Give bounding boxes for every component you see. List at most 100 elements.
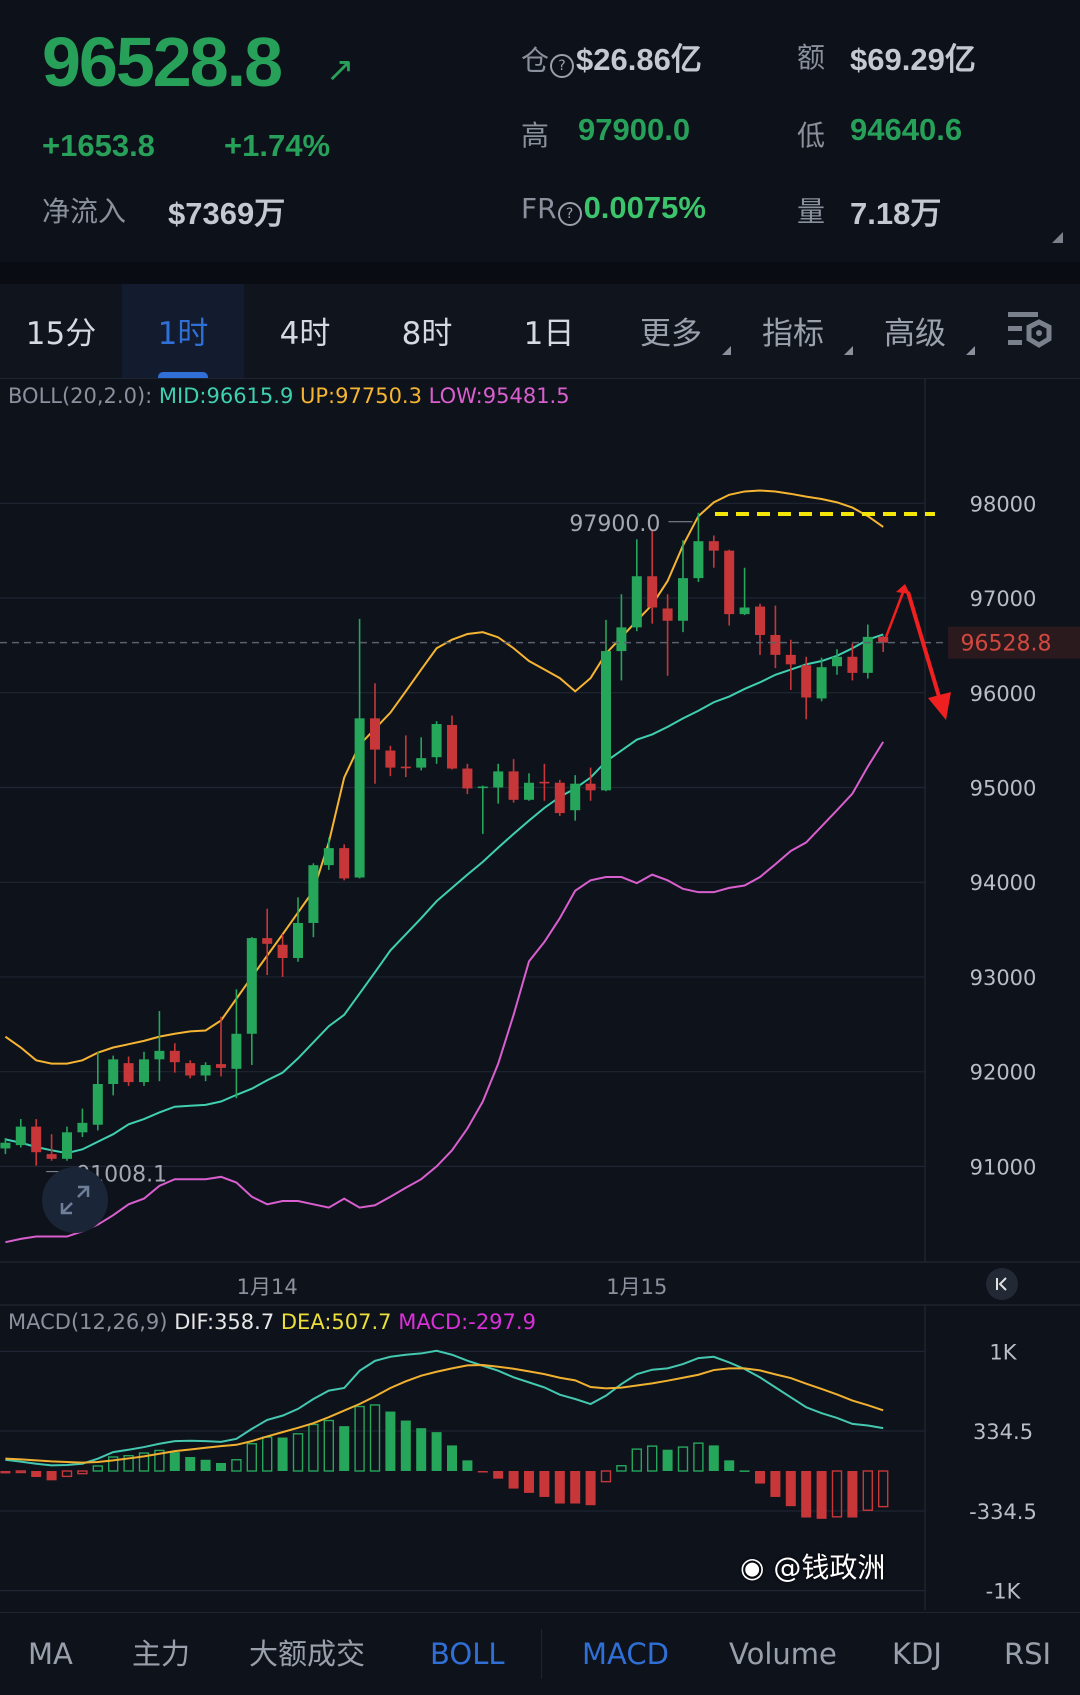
divider (0, 262, 1080, 284)
candle-down (370, 718, 380, 750)
macd-bar (508, 1471, 519, 1489)
indicator-tab-rsi[interactable]: RSI (1004, 1637, 1052, 1671)
chart-settings-icon[interactable] (1006, 308, 1054, 354)
help-icon[interactable]: ? (550, 53, 575, 78)
candle-down (847, 656, 858, 673)
candle-down (339, 848, 350, 879)
macd-bar-hollow (308, 1423, 319, 1472)
candle-up (354, 718, 365, 878)
dif-line (5, 1349, 884, 1467)
macd-bar (216, 1462, 226, 1471)
open-interest-label: 仓 (521, 44, 550, 77)
macd-bar-hollow (123, 1454, 134, 1472)
tab-label: 4时 (279, 316, 331, 352)
help-icon[interactable]: ? (557, 201, 582, 226)
macd-bar (770, 1471, 781, 1497)
arrow-head-icon (896, 584, 910, 594)
tab-label: 指标 (762, 316, 824, 352)
candle-up (15, 1126, 26, 1146)
tab-4h[interactable]: 4时 (244, 284, 366, 378)
macd-bar (554, 1471, 565, 1504)
boll-legend-low: LOW:95481.5 (428, 384, 570, 408)
macd-bar (493, 1471, 504, 1479)
tab-advanced[interactable]: 高级 (854, 284, 976, 378)
candle-up (601, 651, 611, 791)
candle-down (123, 1063, 134, 1083)
candle-up (693, 541, 704, 579)
price-change: +1653.8 (42, 128, 155, 163)
tab-15m[interactable]: 15分 (0, 284, 122, 378)
candle-up (293, 922, 303, 959)
macd-bar (339, 1426, 350, 1471)
candle-up (0, 1142, 11, 1149)
ticker-header: 96528.8 ↗ +1653.8 +1.74% 净流入 $7369万 仓? $2… (0, 0, 1080, 262)
candle-down (785, 654, 796, 665)
watermark: ◉ @钱政洲 (740, 1546, 885, 1586)
macd-bar (0, 1471, 11, 1474)
candle-up (154, 1050, 165, 1060)
candle-down (385, 750, 396, 768)
candle-down (585, 783, 596, 791)
macd-bar (447, 1445, 457, 1471)
candle-down (755, 606, 765, 635)
turnover-value: $69.29亿 (850, 42, 976, 77)
y-tick-label: 92000 (970, 1061, 1037, 1085)
candle-down (662, 608, 673, 621)
indicator-tab-large-trades[interactable]: 大额成交 (249, 1637, 366, 1671)
tab-label: 高级 (884, 316, 946, 352)
boll-upper-line (4, 489, 884, 1065)
candle-down (647, 576, 658, 608)
macd-bar-hollow (107, 1456, 119, 1472)
tab-indicators[interactable]: 指标 (732, 284, 854, 378)
macd-bar (585, 1471, 596, 1506)
indicator-tab-macd[interactable]: MACD (582, 1637, 669, 1671)
fullscreen-button[interactable] (42, 1167, 108, 1233)
macd-bar-hollow (693, 1442, 704, 1472)
macd-bar (462, 1460, 473, 1471)
macd-bar-hollow (369, 1404, 381, 1472)
scroll-to-latest-button[interactable] (986, 1268, 1018, 1300)
tab-1h[interactable]: 1时 (122, 284, 244, 378)
macd-bar-hollow (862, 1470, 873, 1511)
indicator-tab-kdj[interactable]: KDJ (892, 1637, 942, 1671)
candle-down (262, 938, 273, 944)
macd-bar (477, 1471, 488, 1473)
watermark-text: @钱政洲 (773, 1551, 886, 1584)
indicator-tab-ma[interactable]: MA (28, 1637, 73, 1671)
candle-down (508, 771, 519, 800)
x-tick-label: 1月14 (237, 1275, 298, 1299)
macd-bar-hollow (831, 1470, 843, 1518)
expand-corner-icon[interactable] (1052, 232, 1063, 243)
indicator-tab-main-force[interactable]: 主力 (132, 1637, 191, 1671)
tab-1d[interactable]: 1日 (488, 284, 610, 378)
indicator-tab-boll[interactable]: BOLL (430, 1637, 505, 1671)
tab-label: 8时 (401, 316, 453, 352)
y-tick-label: 93000 (970, 966, 1037, 990)
macd-bar (662, 1449, 673, 1471)
boll-mid-line (5, 633, 884, 1155)
indicator-tab-volume[interactable]: Volume (729, 1637, 837, 1671)
candle-down (770, 634, 781, 655)
macd-bar (277, 1437, 288, 1471)
candle-up (77, 1122, 88, 1133)
candle-up (62, 1132, 72, 1159)
dea-line (5, 1364, 884, 1464)
candle-down (447, 724, 457, 769)
candle-up (570, 783, 581, 811)
low-label: 低 (797, 119, 826, 152)
macd-y-tick-label: 1K (989, 1340, 1017, 1364)
tab-8h[interactable]: 8时 (366, 284, 488, 378)
open-interest-stat: 仓? $26.86亿 (521, 34, 702, 79)
volume-label: 量 (797, 195, 826, 228)
candle-up (323, 848, 334, 866)
candle-up (416, 758, 427, 768)
macd-bar (400, 1420, 411, 1471)
macd-bar-hollow (154, 1449, 165, 1472)
tab-more[interactable]: 更多 (610, 284, 732, 378)
macd-bar (570, 1471, 581, 1504)
candle-down (554, 782, 565, 814)
interval-tabs: 15分 1时 4时 8时 1日 更多 指标 高级 (0, 284, 1080, 379)
annotation-arrow-down (906, 591, 942, 701)
dropdown-caret-icon (722, 346, 731, 355)
